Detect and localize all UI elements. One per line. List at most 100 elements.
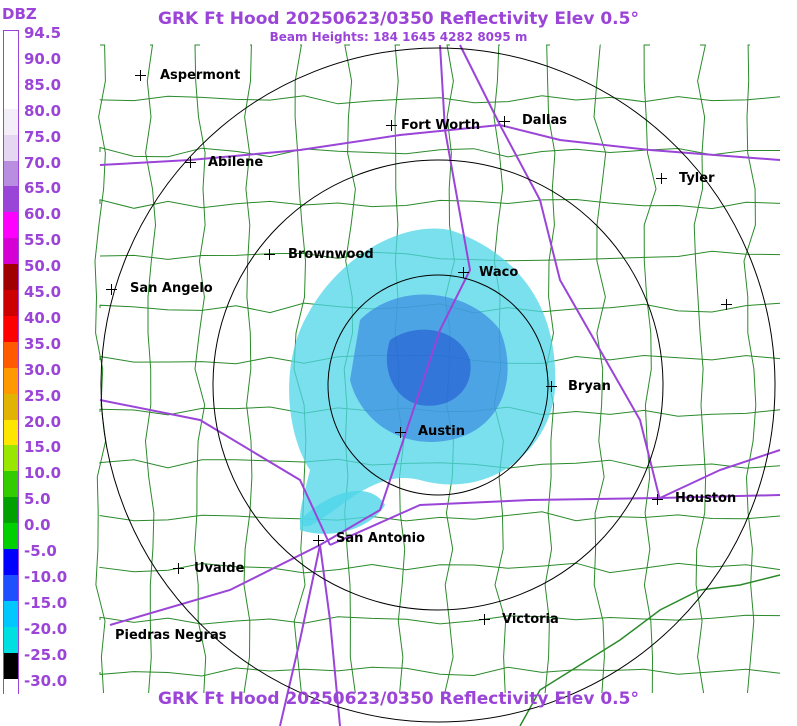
legend-level-label: 15.0 [24, 438, 62, 457]
city-label: Dallas [522, 113, 567, 128]
echo-area [300, 490, 385, 534]
city-label: San Angelo [130, 281, 213, 296]
legend-swatch [4, 341, 18, 369]
legend-level-label: 90.0 [24, 49, 62, 68]
county-lines [94, 44, 781, 726]
legend-swatch [4, 134, 18, 161]
county-line [194, 44, 207, 694]
legend-swatch [4, 186, 18, 213]
legend-swatch [4, 108, 18, 136]
legend-level-label: 80.0 [24, 101, 62, 120]
reflectivity-echoes [289, 228, 556, 534]
county-line [99, 511, 781, 522]
echo-area [386, 329, 471, 406]
city-marker-icon [721, 299, 732, 310]
legend-swatch [4, 471, 18, 498]
coastline [519, 574, 781, 726]
legend-level-label: 65.0 [24, 179, 62, 198]
legend-swatch [4, 549, 18, 576]
city-marker-icon [386, 120, 397, 131]
range-ring [327, 274, 549, 496]
city-marker-icon [173, 563, 184, 574]
legend-level-label: 55.0 [24, 231, 62, 250]
legend-level-label: -30.0 [24, 671, 68, 690]
legend-level-label: -20.0 [24, 619, 68, 638]
city-marker-icon [313, 535, 324, 546]
city-marker-icon [185, 157, 196, 168]
legend-level-label: 20.0 [24, 412, 62, 431]
county-line [693, 44, 707, 694]
city-label: Aspermont [160, 68, 241, 83]
legend-level-label: 5.0 [24, 490, 51, 509]
city-marker-icon [656, 173, 667, 184]
legend-level-label: 70.0 [24, 153, 62, 172]
city-marker-icon [264, 249, 275, 260]
city-label: Uvalde [194, 561, 245, 576]
highway-lines [99, 44, 781, 726]
map-footer-title: GRK Ft Hood 20250623/0350 Reflectivity E… [158, 689, 639, 709]
city-label: Fort Worth [401, 118, 481, 133]
legend-level-label: 75.0 [24, 127, 62, 146]
county-line [99, 562, 781, 574]
city-label: Waco [479, 265, 519, 280]
highway [99, 399, 331, 546]
legend-swatch [4, 419, 18, 446]
county-line [743, 44, 757, 694]
city-label: Piedras Negras [115, 628, 227, 643]
county-line [94, 44, 107, 694]
legend-swatch [4, 82, 18, 110]
legend-swatch [4, 264, 18, 291]
legend-level-label: 50.0 [24, 257, 62, 276]
city-label: Tyler [679, 171, 715, 186]
legend-level-label: 60.0 [24, 205, 62, 224]
city-label: Brownwood [288, 247, 374, 262]
legend-swatch [4, 600, 18, 628]
legend-level-label: -15.0 [24, 593, 68, 612]
legend-unit-label: DBZ [2, 5, 37, 23]
legend-level-label: -5.0 [24, 542, 57, 560]
legend-level-label: 45.0 [24, 283, 62, 301]
legend-swatch [4, 678, 18, 705]
legend-swatch [4, 31, 18, 58]
legend-level-label: 30.0 [24, 360, 62, 379]
city-marker-icon [652, 494, 663, 505]
legend-level-label: 35.0 [24, 334, 62, 353]
highway [99, 123, 781, 166]
legend-swatch [4, 160, 18, 187]
legend-level-label: 10.0 [24, 464, 62, 483]
legend-level-label: 94.5 [24, 24, 62, 42]
city-label: Austin [418, 424, 465, 439]
range-ring [100, 47, 776, 723]
highway [329, 494, 781, 546]
legend-level-label: 25.0 [24, 386, 62, 405]
city-marker-icon [499, 116, 510, 127]
county-line [99, 198, 781, 210]
dbz-legend: DBZ 94.5 90.0 85.0 80.0 75.0 70.0 65.0 60.0 55.0… [0, 0, 67, 705]
highway [659, 449, 781, 499]
legend-swatch [4, 56, 18, 84]
legend-swatch [4, 626, 18, 654]
legend-swatch [4, 238, 18, 265]
highway [279, 544, 321, 726]
legend-swatch [4, 497, 18, 524]
city-label: Abilene [208, 155, 264, 170]
city-marker-icon [458, 267, 469, 278]
city-marker-icon [546, 381, 557, 392]
city-marker-icon [106, 284, 117, 295]
city-label: Houston [675, 491, 737, 506]
highway [109, 44, 472, 626]
legend-swatch [4, 652, 18, 679]
range-rings [100, 47, 776, 723]
city-label: San Antonio [336, 531, 426, 546]
county-line [99, 666, 781, 677]
county-line [99, 146, 780, 158]
highway [319, 544, 341, 726]
legend-swatch [4, 393, 18, 420]
legend-level-label: 0.0 [24, 516, 51, 535]
legend-swatch [4, 574, 18, 602]
range-ring [212, 159, 664, 611]
city-marker-icon [395, 427, 406, 438]
legend-level-label: -25.0 [24, 645, 68, 664]
map-title: GRK Ft Hood 20250623/0350 Reflectivity E… [158, 9, 639, 29]
